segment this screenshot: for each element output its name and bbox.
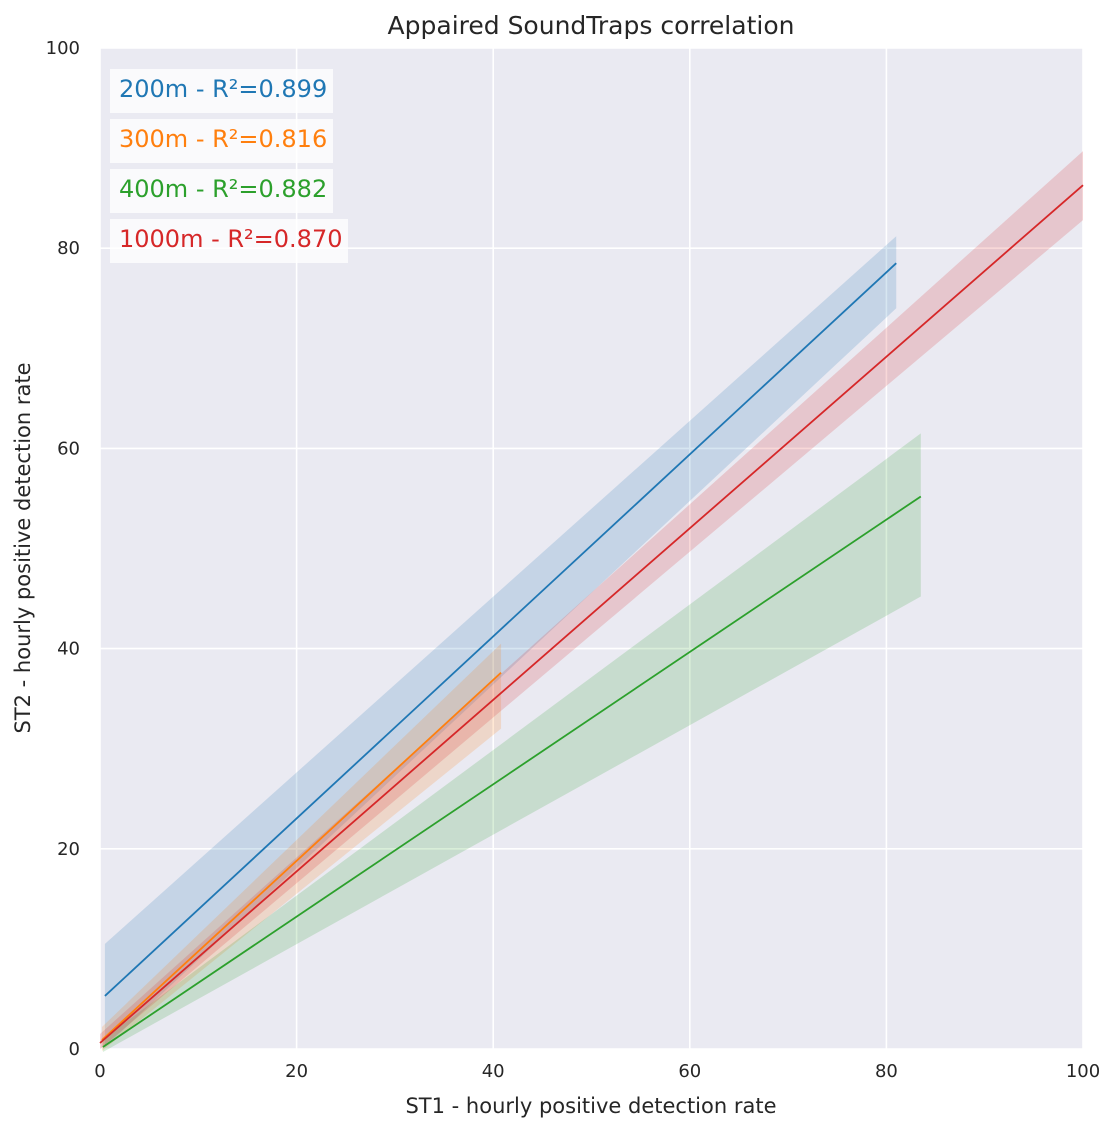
r2-annotation: 300m - R²=0.816 xyxy=(110,119,333,163)
regression-lines xyxy=(99,184,1084,1048)
y-tick-label: 40 xyxy=(57,639,80,660)
annotation-text: 400m - R²=0.882 xyxy=(119,175,327,203)
r2-annotation: 400m - R²=0.882 xyxy=(110,169,333,213)
plot-background xyxy=(100,48,1083,1049)
r-squared-annotations: 200m - R²=0.899 300m - R²=0.816 400m - R²=… xyxy=(110,69,348,263)
x-tick-label: 60 xyxy=(678,1061,701,1082)
chart-title: Appaired SoundTraps correlation xyxy=(388,11,795,40)
r2-annotation: 1000m - R²=0.870 xyxy=(110,219,348,263)
annotation-box xyxy=(110,69,333,113)
annotation-text: 300m - R²=0.816 xyxy=(119,125,327,153)
confidence-bands xyxy=(100,151,1083,1053)
y-axis-label: ST2 - hourly positive detection rate xyxy=(11,362,35,733)
x-tick-label: 0 xyxy=(94,1061,105,1082)
regression-line-200m xyxy=(104,262,897,997)
regression-line-300m xyxy=(101,671,502,1041)
ci-band-1000m xyxy=(100,151,1083,1049)
x-axis-label: ST1 - hourly positive detection rate xyxy=(405,1094,776,1118)
x-tick-labels: 0 20 40 60 80 100 xyxy=(94,1061,1100,1082)
x-tick-label: 100 xyxy=(1066,1061,1100,1082)
annotation-box xyxy=(110,119,333,163)
annotation-text: 200m - R²=0.899 xyxy=(119,75,327,103)
annotation-box xyxy=(110,169,333,213)
x-tick-label: 20 xyxy=(285,1061,308,1082)
y-tick-label: 80 xyxy=(57,238,80,259)
x-tick-label: 80 xyxy=(875,1061,898,1082)
annotation-text: 1000m - R²=0.870 xyxy=(119,225,343,253)
y-tick-label: 0 xyxy=(69,1039,80,1060)
r2-annotation: 200m - R²=0.899 xyxy=(110,69,333,113)
ci-band-400m xyxy=(102,433,921,1053)
y-tick-labels: 0 20 40 60 80 100 xyxy=(46,38,80,1060)
regression-line-1000m xyxy=(99,184,1084,1044)
y-tick-label: 60 xyxy=(57,438,80,459)
regression-line-400m xyxy=(102,495,922,1048)
y-tick-label: 100 xyxy=(46,38,80,59)
x-tick-label: 40 xyxy=(482,1061,505,1082)
ci-band-200m xyxy=(104,236,897,1047)
annotation-box xyxy=(110,219,348,263)
y-tick-label: 20 xyxy=(57,839,80,860)
